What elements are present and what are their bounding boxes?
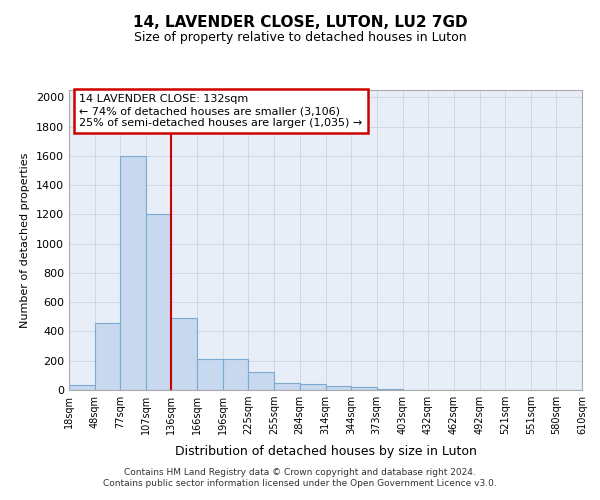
Text: Size of property relative to detached houses in Luton: Size of property relative to detached ho… xyxy=(134,31,466,44)
Bar xyxy=(120,156,146,390)
Bar xyxy=(171,318,197,390)
Bar xyxy=(325,386,352,390)
X-axis label: Distribution of detached houses by size in Luton: Distribution of detached houses by size … xyxy=(175,446,476,458)
Text: Contains public sector information licensed under the Open Government Licence v3: Contains public sector information licen… xyxy=(103,479,497,488)
Bar xyxy=(377,388,403,390)
Bar xyxy=(352,387,377,390)
Bar xyxy=(223,360,248,390)
Bar xyxy=(299,384,325,390)
Text: 14, LAVENDER CLOSE, LUTON, LU2 7GD: 14, LAVENDER CLOSE, LUTON, LU2 7GD xyxy=(133,15,467,30)
Text: Contains HM Land Registry data © Crown copyright and database right 2024.: Contains HM Land Registry data © Crown c… xyxy=(124,468,476,477)
Text: 14 LAVENDER CLOSE: 132sqm
← 74% of detached houses are smaller (3,106)
25% of se: 14 LAVENDER CLOSE: 132sqm ← 74% of detac… xyxy=(79,94,362,128)
Y-axis label: Number of detached properties: Number of detached properties xyxy=(20,152,31,328)
Bar xyxy=(197,360,223,390)
Bar xyxy=(274,382,299,390)
Bar xyxy=(95,322,120,390)
Bar xyxy=(248,372,274,390)
Bar xyxy=(146,214,171,390)
Bar xyxy=(69,385,95,390)
